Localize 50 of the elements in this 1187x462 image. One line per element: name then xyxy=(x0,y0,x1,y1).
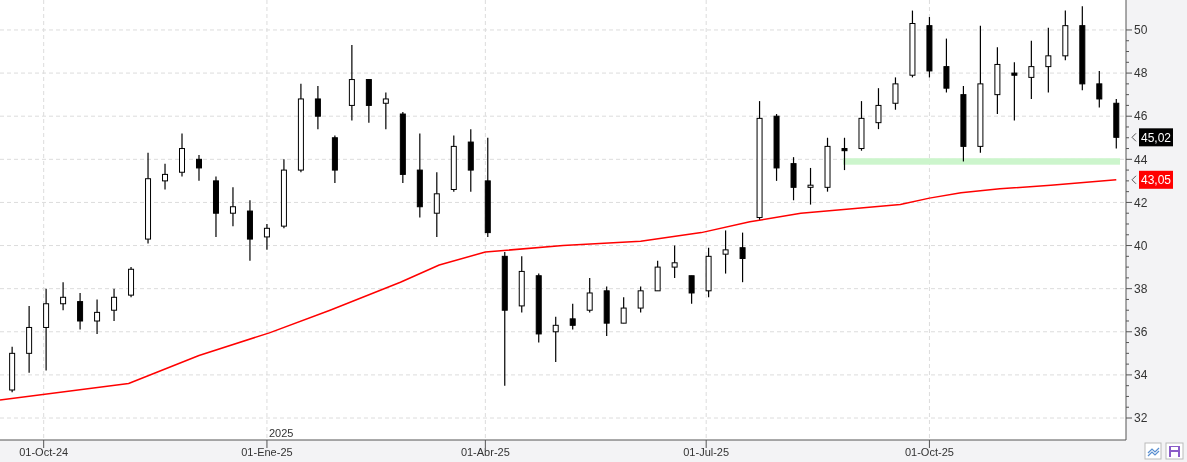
candlestick xyxy=(688,275,695,305)
y-tick-label: 38 xyxy=(1134,281,1148,296)
candlestick xyxy=(179,132,185,178)
candlestick xyxy=(892,76,899,111)
candlestick xyxy=(671,244,678,279)
x-tick-label: 01-Jul-25 xyxy=(683,446,730,458)
candlestick xyxy=(569,303,576,331)
candlestick xyxy=(739,232,746,283)
candlestick xyxy=(790,156,797,201)
candlestick xyxy=(722,229,729,275)
candlestick xyxy=(94,298,101,335)
candlestick xyxy=(111,288,118,322)
candlestick xyxy=(552,316,559,363)
candlestick xyxy=(314,85,321,130)
annotation: 2025 xyxy=(268,427,294,439)
candlestick xyxy=(77,292,84,331)
y-tick-label: 50 xyxy=(1134,23,1148,38)
y-tick-label: 34 xyxy=(1134,368,1148,383)
candlestick xyxy=(1011,61,1018,122)
candlestick xyxy=(654,260,661,292)
candlestick xyxy=(433,171,440,238)
candlestick xyxy=(807,167,814,206)
candlestick xyxy=(263,223,270,251)
y-tick-label: 48 xyxy=(1134,66,1148,81)
x-tick-label: 01-Oct-25 xyxy=(904,446,954,458)
candlestick xyxy=(1028,40,1035,100)
candlestick xyxy=(1096,70,1103,109)
candlestick xyxy=(620,296,627,324)
y-tick-label: 36 xyxy=(1134,324,1148,339)
candlestick xyxy=(586,277,593,313)
candlestick xyxy=(841,137,848,171)
x-tick-label: 01-Abr-25 xyxy=(460,446,510,458)
candlestick xyxy=(60,281,67,311)
x-tick-label: 01-Ene-25 xyxy=(241,446,293,458)
candlestick xyxy=(229,186,236,227)
y-tick-label: 44 xyxy=(1134,152,1148,167)
y-tick-label: 40 xyxy=(1134,238,1148,253)
y-tick-label: 42 xyxy=(1134,195,1148,210)
candlestick xyxy=(637,285,644,313)
candlestick xyxy=(943,37,950,94)
candlestick xyxy=(195,154,202,182)
candlestick xyxy=(382,91,389,130)
y-tick-label: 32 xyxy=(1134,411,1148,426)
candlestick xyxy=(43,288,50,372)
candlestick xyxy=(1045,27,1052,94)
candlestick xyxy=(162,163,169,191)
y-tick-label: 46 xyxy=(1134,109,1148,124)
x-tick-label: 01-Oct-24 xyxy=(19,446,69,458)
line-series xyxy=(0,179,1118,401)
candlestick xyxy=(875,87,882,130)
